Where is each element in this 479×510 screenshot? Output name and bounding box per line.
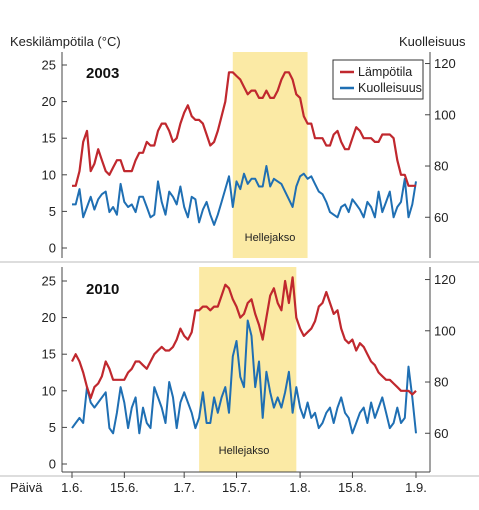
mortality-line-2003 xyxy=(72,165,417,226)
panel-frames xyxy=(0,52,479,477)
x-tick-label: 1.8. xyxy=(289,480,311,495)
legend-box xyxy=(332,59,424,100)
legend: Lämpötila Kuolleisuus xyxy=(332,59,424,100)
temperature-line-2003 xyxy=(72,71,416,187)
x-tick-label: 15.8. xyxy=(338,480,367,495)
left-axis-title: Keskilämpötila (°C) xyxy=(10,34,121,49)
mortality-line-2010 xyxy=(71,319,417,435)
x-tick-label: 15.6. xyxy=(110,480,139,495)
legend-label-mortality: Kuolleisuus xyxy=(358,81,422,95)
right-tick-label: 60 xyxy=(434,426,448,441)
series-lines xyxy=(71,71,417,435)
heatwave-label-2003: Hellejakso xyxy=(245,232,296,244)
left-tick-label: 5 xyxy=(49,420,56,435)
x-axis-name: Päivä xyxy=(10,480,43,495)
heatwave-band-2003 xyxy=(232,52,308,258)
panel-year-2003: 2003 xyxy=(86,65,119,82)
right-tick-label: 120 xyxy=(434,56,456,71)
right-tick-label: 80 xyxy=(434,159,448,174)
legend-label-temperature: Lämpötila xyxy=(358,65,412,79)
x-tick-label: 1.7. xyxy=(173,480,195,495)
left-tick-label: 25 xyxy=(42,274,56,289)
left-tick-label: 10 xyxy=(42,167,56,182)
left-tick-label: 5 xyxy=(49,204,56,219)
tick-layer: 0 5 10 15 20 25 60 80 100 120 0 5 10 15 20 25 60 80 100 120… xyxy=(42,56,456,495)
left-tick-label: 15 xyxy=(42,131,56,146)
left-tick-label: 20 xyxy=(42,94,56,109)
heatwave-label-2010: Hellejakso xyxy=(219,445,270,457)
right-tick-label: 100 xyxy=(434,323,456,338)
right-tick-label: 60 xyxy=(434,210,448,225)
left-tick-label: 0 xyxy=(49,457,56,472)
left-tick-label: 15 xyxy=(42,347,56,362)
x-tick-label: 1.9. xyxy=(405,480,427,495)
chart-text: Keskilämpötila (°C) Kuolleisuus Päivä 20… xyxy=(10,34,466,495)
x-tick-label: 1.6. xyxy=(61,480,83,495)
x-tick-label: 15.7. xyxy=(222,480,251,495)
temperature-line-2010 xyxy=(71,276,417,400)
panel-year-2010: 2010 xyxy=(86,281,119,298)
right-tick-label: 100 xyxy=(434,107,456,122)
right-axis-title: Kuolleisuus xyxy=(399,34,466,49)
right-tick-label: 80 xyxy=(434,375,448,390)
left-tick-label: 10 xyxy=(42,383,56,398)
left-tick-label: 25 xyxy=(42,58,56,73)
right-tick-label: 120 xyxy=(434,272,456,287)
heatwave-band-2010 xyxy=(199,267,297,472)
left-tick-label: 20 xyxy=(42,310,56,325)
left-tick-label: 0 xyxy=(49,241,56,256)
